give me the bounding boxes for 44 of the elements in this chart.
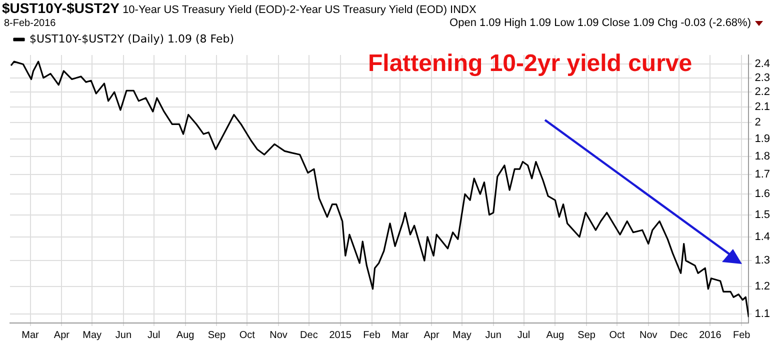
x-tick-label: Jun bbox=[485, 330, 502, 341]
y-tick-label: 1.1 bbox=[754, 308, 770, 320]
x-tick-label: Feb bbox=[733, 330, 751, 341]
y-tick-label: 1.3 bbox=[754, 254, 770, 267]
y-tick-label: 1.9 bbox=[754, 133, 770, 146]
y-tick-label: 1.4 bbox=[754, 230, 770, 243]
x-tick-label: Dec bbox=[300, 330, 318, 341]
x-tick-label: 2016 bbox=[699, 330, 722, 341]
x-tick-label: Sep bbox=[208, 330, 226, 341]
text: 8-Feb-2016 bbox=[4, 18, 56, 29]
y-tick-label: 1.5 bbox=[754, 208, 770, 221]
y-tick-label: 2.4 bbox=[754, 58, 770, 70]
x-tick-label: 2015 bbox=[329, 330, 352, 341]
x-tick-label: May bbox=[452, 330, 472, 341]
x-tick-label: Nov bbox=[639, 330, 658, 341]
x-tick-label: Mar bbox=[392, 330, 410, 341]
x-tick-label: Feb bbox=[363, 330, 381, 341]
x-tick-label: Apr bbox=[54, 330, 70, 341]
text: Open 1.09 High 1.09 Low 1.09 Close 1.09 Chg -0.03 (-2.68%) bbox=[450, 17, 751, 29]
x-tick-label: Dec bbox=[670, 330, 688, 341]
x-tick-label: Mar bbox=[22, 330, 40, 341]
y-tick-label: 2.2 bbox=[754, 86, 770, 98]
x-tick-label: Aug bbox=[176, 330, 194, 341]
x-tick-label: Jul bbox=[147, 330, 160, 341]
x-tick-label: Aug bbox=[546, 330, 564, 341]
legend-label: $UST10Y-$UST2Y (Daily) 1.09 (8 Feb) bbox=[30, 32, 234, 46]
y-tick-label: 1.8 bbox=[754, 150, 770, 162]
x-tick-label: Apr bbox=[424, 330, 440, 341]
x-tick-label: Jul bbox=[517, 330, 530, 341]
chart-title: $UST10Y-$UST2Y bbox=[2, 0, 120, 16]
x-tick-label: May bbox=[82, 330, 102, 341]
y-tick-label: 2.3 bbox=[754, 72, 770, 84]
x-tick-label: Oct bbox=[239, 330, 256, 341]
y-tick-label: 2.1 bbox=[754, 101, 770, 114]
x-tick-label: Oct bbox=[609, 330, 625, 341]
chart-subtitle: 10-Year US Treasury Yield (EOD)-2-Year US Treasury Yield (EOD) INDX bbox=[122, 4, 476, 16]
x-tick-label: Sep bbox=[578, 330, 596, 341]
x-tick-label: Nov bbox=[270, 330, 288, 341]
y-tick-label: 1.6 bbox=[754, 188, 770, 200]
y-tick-label: 1.7 bbox=[754, 168, 770, 181]
y-tick-label: 2 bbox=[754, 116, 761, 129]
x-tick-label: Jun bbox=[115, 330, 132, 341]
annotation: Flattening 10-2yr yield curve bbox=[368, 50, 692, 78]
y-tick-label: 1.2 bbox=[754, 280, 770, 292]
